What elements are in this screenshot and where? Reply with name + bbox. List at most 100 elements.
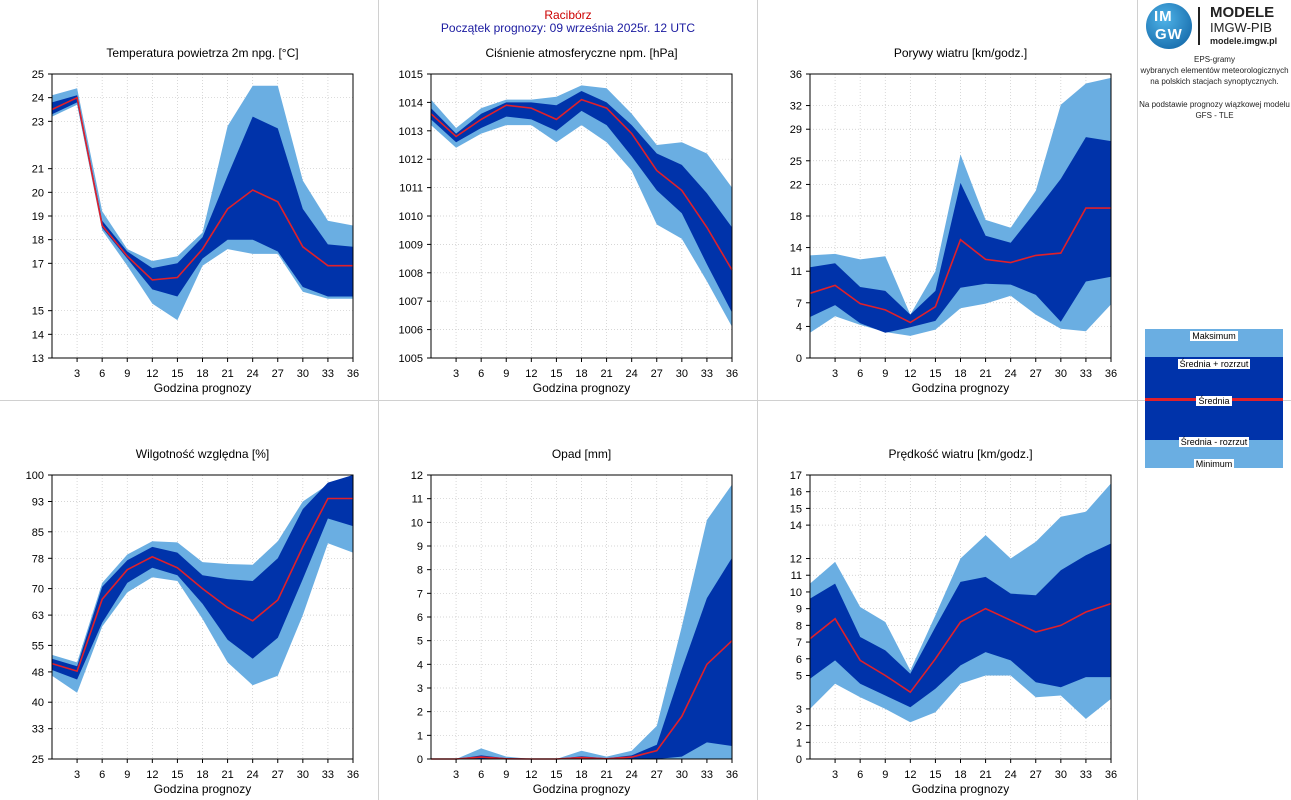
x-tick-label: 15 (929, 769, 941, 781)
y-tick-label: 1 (417, 730, 423, 742)
y-tick-label: 78 (32, 553, 44, 565)
spread-band (810, 137, 1111, 333)
y-tick-label: 1014 (399, 97, 423, 109)
logo-url: modele.imgw.pl (1210, 36, 1278, 46)
chart-title: Ciśnienie atmosferyczne npm. [hPa] (485, 46, 677, 60)
y-tick-label: 14 (32, 329, 44, 341)
station-name: Racibórz (544, 8, 592, 22)
x-tick-label: 30 (676, 769, 688, 781)
x-tick-label: 33 (1080, 368, 1092, 380)
mean-line (431, 640, 733, 760)
chart-title: Porywy wiatru [km/godz.] (894, 46, 1027, 60)
mean-line (51, 497, 353, 673)
x-tick-label: 3 (832, 769, 838, 781)
y-tick-label: 3 (417, 683, 423, 695)
y-tick-label: 1008 (399, 268, 423, 280)
x-tick-label: 24 (626, 769, 638, 781)
info-line: wybranych elementów meteorologicznych (1140, 66, 1289, 75)
y-tick-label: 8 (417, 565, 423, 577)
x-tick-label: 36 (347, 769, 359, 781)
y-tick-label: 12 (411, 470, 423, 482)
spread-band (431, 557, 732, 759)
y-tick-label: 21 (32, 164, 44, 176)
chart-title: Wilgotność względna [%] (136, 447, 269, 461)
imgw-logo: IM GW MODELE IMGW-PIB modele.imgw.pl (1146, 3, 1286, 49)
x-tick-label: 6 (99, 769, 105, 781)
x-tick-label: 36 (347, 368, 359, 380)
y-tick-label: 3 (796, 704, 802, 716)
spread-band (52, 95, 353, 297)
y-tick-label: 1012 (399, 154, 423, 166)
chart-wind-speed: Prędkość wiatru [km/godz.]01235678910111… (790, 447, 1117, 796)
x-tick-label: 18 (954, 769, 966, 781)
x-axis-label: Godzina prognozy (912, 381, 1009, 395)
x-tick-label: 21 (979, 368, 991, 380)
mean-line (430, 98, 733, 271)
logo-mark-top: IM (1154, 8, 1173, 25)
y-tick-label: 6 (417, 612, 423, 624)
y-tick-label: 1015 (399, 69, 423, 81)
y-tick-label: 20 (32, 187, 44, 199)
y-tick-label: 17 (32, 258, 44, 270)
y-tick-label: 5 (417, 636, 423, 648)
x-axis-label: Godzina prognozy (154, 381, 251, 395)
y-tick-label: 4 (796, 321, 802, 333)
x-tick-label: 30 (297, 368, 309, 380)
logo-title: MODELE (1210, 4, 1275, 21)
x-tick-label: 21 (979, 769, 991, 781)
x-tick-label: 18 (196, 368, 208, 380)
y-tick-label: 1011 (399, 183, 423, 195)
y-tick-label: 9 (417, 541, 423, 553)
legend-label-max: Maksimum (1190, 331, 1238, 341)
y-tick-label: 15 (790, 503, 802, 515)
legend-label-mean: Średnia (1196, 396, 1232, 406)
x-tick-label: 9 (882, 769, 888, 781)
x-tick-label: 15 (171, 368, 183, 380)
y-tick-label: 40 (32, 697, 44, 709)
forecast-start: Początek prognozy: 09 września 2025r. 12… (440, 21, 696, 35)
x-tick-label: 30 (1055, 368, 1067, 380)
chart-wind-gusts: Porywy wiatru [km/godz.] 0 4 7 11 14 18 22 25 29 3… (790, 46, 1117, 395)
x-tick-label: 9 (882, 368, 888, 380)
x-axis-label: Godzina prognozy (154, 782, 251, 796)
x-tick-label: 21 (221, 769, 233, 781)
x-tick-label: 30 (297, 769, 309, 781)
x-tick-label: 18 (954, 368, 966, 380)
y-tick-label: 11 (791, 570, 802, 582)
y-tick-label: 10 (790, 587, 802, 599)
y-tick-label: 4 (417, 659, 423, 671)
x-tick-label: 3 (453, 769, 459, 781)
y-tick-label: 7 (417, 588, 423, 600)
x-tick-label: 36 (1105, 368, 1117, 380)
y-tick-label: 0 (796, 353, 802, 365)
x-tick-label: 12 (904, 769, 916, 781)
x-tick-label: 6 (99, 368, 105, 380)
legend: Maksimum Średnia + rozrzut Średnia Średn… (1145, 329, 1283, 469)
y-tick-label: 33 (32, 724, 44, 736)
x-tick-label: 33 (1080, 769, 1092, 781)
x-tick-label: 33 (701, 368, 713, 380)
x-tick-label: 15 (550, 368, 562, 380)
x-tick-label: 24 (1005, 769, 1017, 781)
chart-title: Temperatura powietrza 2m npg. [°C] (106, 46, 298, 60)
y-tick-label: 7 (796, 298, 802, 310)
y-tick-label: 23 (32, 116, 44, 128)
x-tick-label: 18 (575, 368, 587, 380)
y-tick-label: 55 (32, 640, 44, 652)
x-tick-label: 9 (124, 368, 130, 380)
y-tick-label: 18 (790, 211, 802, 223)
x-axis-label: Godzina prognozy (533, 381, 630, 395)
panel-separator (0, 400, 1138, 401)
spread-band (52, 475, 353, 680)
y-tick-label: 7 (796, 637, 802, 649)
x-tick-label: 21 (600, 368, 612, 380)
x-tick-label: 12 (146, 769, 158, 781)
x-tick-label: 15 (929, 368, 941, 380)
x-tick-label: 27 (1030, 368, 1042, 380)
y-tick-label: 29 (790, 124, 802, 136)
mean-line (51, 96, 353, 281)
logo-divider (1198, 7, 1200, 45)
x-tick-label: 33 (322, 368, 334, 380)
y-tick-label: 1009 (399, 239, 423, 251)
x-tick-label: 9 (503, 368, 509, 380)
